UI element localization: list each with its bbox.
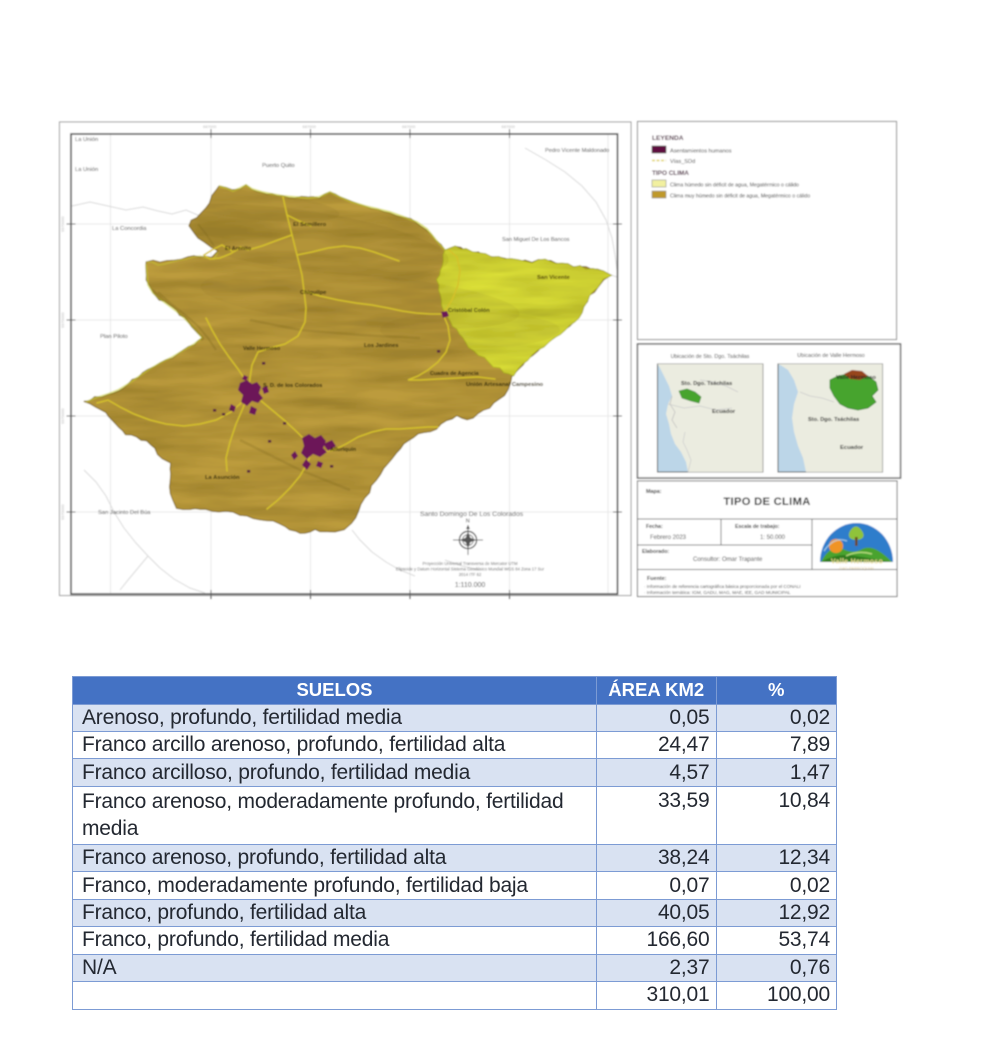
- svg-text:Febrero 2023: Febrero 2023: [650, 535, 687, 541]
- svg-text:TIPO CLIMA: TIPO CLIMA: [652, 170, 689, 177]
- svg-text:· Información temática: IGM, G: · Información temática: IGM, GADU, MAG, …: [644, 590, 791, 595]
- svg-text:Unión Artesanal Campesino: Unión Artesanal Campesino: [466, 382, 544, 388]
- svg-text:La Unión: La Unión: [75, 137, 98, 143]
- svg-text:Ubicación de Sto. Dgo. Tsáchil: Ubicación de Sto. Dgo. Tsáchilas: [671, 354, 750, 360]
- svg-text:Cuadra de Agencia: Cuadra de Agencia: [430, 371, 480, 377]
- svg-text:687000: 687000: [203, 124, 217, 129]
- svg-text:Valle Hermoso: Valle Hermoso: [836, 375, 876, 381]
- svg-text:Ecuador: Ecuador: [840, 445, 864, 451]
- svg-text:Valle Hermoso: Valle Hermoso: [831, 559, 883, 566]
- svg-text:Escala de trabajo:: Escala de trabajo:: [735, 524, 780, 530]
- svg-text:Chiguilpe: Chiguilpe: [300, 290, 327, 296]
- svg-text:Elipsoide y Datum Horizontal S: Elipsoide y Datum Horizontal Sistema Geo…: [396, 567, 545, 572]
- svg-text:Vías_SDd: Vías_SDd: [670, 159, 695, 165]
- svg-text:El Semillero: El Semillero: [293, 222, 327, 228]
- svg-text:Consultor: Omar Trapante: Consultor: Omar Trapante: [693, 557, 763, 563]
- svg-text:GAD PARROQUIAL: GAD PARROQUIAL: [839, 566, 875, 571]
- svg-text:9970000: 9970000: [60, 216, 65, 232]
- svg-text:Valle Hermoso: Valle Hermoso: [243, 346, 281, 352]
- svg-text:Clima húmedo sin déficit de ag: Clima húmedo sin déficit de agua, Megaté…: [670, 183, 799, 189]
- svg-text:Ubicación de Valle Hermoso: Ubicación de Valle Hermoso: [797, 353, 865, 359]
- svg-text:9970000: 9970000: [60, 504, 65, 520]
- svg-text:· Información de referencia ca: · Información de referencia cartográfica…: [644, 584, 801, 589]
- svg-text:S. D. de los Colorados: S. D. de los Colorados: [263, 383, 322, 389]
- svg-text:Asentamientos humanos: Asentamientos humanos: [670, 149, 732, 155]
- svg-text:Pedro Vicente Maldonado: Pedro Vicente Maldonado: [545, 148, 609, 154]
- svg-text:San Vicente: San Vicente: [537, 275, 571, 281]
- svg-text:La Asunción: La Asunción: [205, 475, 240, 481]
- svg-text:La Unión: La Unión: [75, 167, 98, 173]
- svg-text:Ecuador: Ecuador: [712, 409, 736, 415]
- svg-text:687000: 687000: [502, 124, 516, 129]
- svg-text:San Miguel De Los Bancos: San Miguel De Los Bancos: [502, 237, 570, 243]
- svg-text:Alluriquín: Alluriquín: [330, 447, 357, 453]
- svg-text:Elaborado:: Elaborado:: [642, 549, 669, 555]
- svg-text:9970000: 9970000: [60, 312, 65, 328]
- svg-text:Sto. Dgo. Tsáchilas: Sto. Dgo. Tsáchilas: [681, 381, 732, 387]
- svg-text:9970000: 9970000: [60, 408, 65, 424]
- svg-text:N: N: [466, 519, 470, 525]
- svg-text:Fuente:: Fuente:: [647, 576, 667, 582]
- svg-text:TIPO DE CLIMA: TIPO DE CLIMA: [723, 496, 810, 508]
- svg-text:Fecha:: Fecha:: [646, 524, 663, 530]
- svg-text:San Jacinto Del Búa: San Jacinto Del Búa: [98, 510, 151, 516]
- svg-text:Mapa:: Mapa:: [646, 489, 662, 495]
- svg-text:687000: 687000: [402, 124, 416, 129]
- svg-text:Plan Piloto: Plan Piloto: [100, 334, 128, 340]
- svg-text:LEYENDA: LEYENDA: [652, 135, 684, 142]
- svg-text:687000: 687000: [303, 124, 317, 129]
- svg-text:1:110.000: 1:110.000: [455, 582, 486, 589]
- svg-text:Proyección Universal Transvers: Proyección Universal Transversa de Merca…: [423, 561, 518, 566]
- svg-text:El Arenito: El Arenito: [225, 246, 252, 252]
- svg-text:Cristóbal Colón: Cristóbal Colón: [448, 308, 490, 314]
- svg-text:Los Jardines: Los Jardines: [364, 343, 399, 349]
- svg-text:Sto. Dgo. Tsáchilas: Sto. Dgo. Tsáchilas: [808, 417, 859, 423]
- svg-text:2014 ITF 62: 2014 ITF 62: [459, 572, 482, 577]
- svg-text:Puerto Quito: Puerto Quito: [262, 163, 295, 169]
- svg-text:La Concordia: La Concordia: [112, 226, 147, 232]
- svg-text:Clima muy húmedo sin déficit d: Clima muy húmedo sin déficit de agua, Me…: [670, 194, 810, 200]
- svg-text:Santo Domingo De Los Colorados: Santo Domingo De Los Colorados: [420, 511, 524, 518]
- svg-text:1: 50.000: 1: 50.000: [760, 535, 786, 541]
